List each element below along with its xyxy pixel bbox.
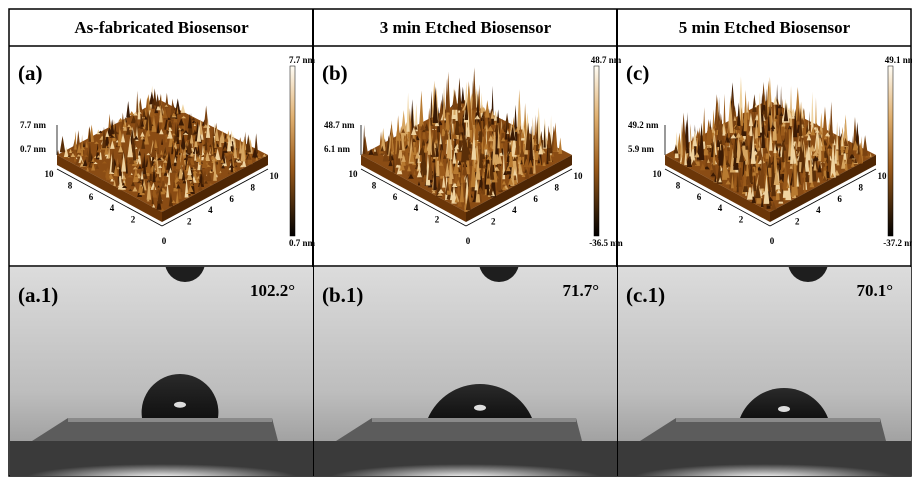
axis-tick: 4 [208,205,213,215]
colorbar [594,66,599,236]
spike [485,100,490,118]
axis-tick: 6 [229,194,234,204]
axis-tick: 10 [270,171,280,181]
axis-tick: 2 [795,217,800,227]
colorbar-min: -37.2 nm [883,238,912,248]
spike [126,101,130,117]
spike [461,87,464,104]
axis-tick: 2 [435,215,440,225]
panel-label: (a.1) [18,283,58,307]
spike [129,111,134,115]
colorbar [888,66,893,236]
axis-tick: 8 [251,182,256,192]
spike [457,77,461,110]
spike [829,102,833,143]
figure: As-fabricated Biosensor (a) 7.7 nm 0.7 nm 7.… [0,0,912,480]
spike [407,93,410,132]
substrate-top [676,418,880,422]
spike [156,94,160,107]
panel-label: (a) [18,61,43,85]
spike [494,110,497,121]
substrate-top [372,418,576,422]
spike [108,114,110,128]
colorbar-max: 49.1 nm [885,55,912,65]
axis-tick: 6 [393,192,398,202]
spike [419,91,423,127]
axis-tick: 4 [110,203,115,213]
spike [862,135,868,156]
spike [558,138,562,154]
column-header: 3 min Etched Biosensor [380,18,552,37]
contact-photo [314,242,617,480]
axis-tick: 6 [89,192,94,202]
drop-highlight [474,405,486,411]
axis-tick: 10 [574,171,584,181]
axis-tick: 2 [187,217,192,227]
axis-tick: 4 [512,205,517,215]
spike [60,136,65,152]
z-label-upper: 7.7 nm [20,120,47,130]
colorbar-min: 0.7 nm [289,238,316,248]
contact-angle: 70.1° [856,281,893,300]
axis-tick: 8 [676,180,681,190]
contact-photo [10,242,313,480]
axis-tick: 10 [349,169,359,179]
pendant-drop [165,242,205,282]
spike [517,89,521,130]
axis-tick: 10 [653,169,663,179]
axis-tick: 6 [533,194,538,204]
axis-tick: 6 [837,194,842,204]
axis-tick: 0 [770,236,775,246]
axis-tick: 8 [68,180,73,190]
axis-tick: 6 [697,192,702,202]
axis-tick: 2 [739,215,744,225]
z-label-lower: 6.1 nm [324,144,351,154]
axis-tick: 0 [466,236,471,246]
contact-angle: 102.2° [250,281,295,300]
axis-tick: 10 [45,169,55,179]
axis-tick: 8 [372,180,377,190]
z-label-upper: 48.7 nm [324,120,355,130]
drop-highlight [778,406,790,412]
axis-tick: 4 [718,203,723,213]
panel-label: (b) [322,61,348,85]
spike [136,91,138,113]
colorbar-min: -36.5 nm [589,238,623,248]
substrate-top [68,418,272,422]
contact-angle: 71.7° [562,281,599,300]
axis-tick: 10 [878,171,888,181]
spike [181,104,186,113]
z-label-lower: 5.9 nm [628,144,655,154]
drop-highlight [174,402,186,408]
column-header: 5 min Etched Biosensor [679,18,851,37]
axis-tick: 8 [859,182,864,192]
spike [811,92,814,133]
axis-tick: 2 [131,215,136,225]
colorbar [290,66,295,236]
axis-tick: 0 [162,236,167,246]
contact-photo [618,242,911,480]
colorbar-max: 7.7 nm [289,55,316,65]
pendant-drop [479,242,519,282]
spike [452,90,458,110]
panel-label: (c.1) [626,283,665,307]
spike [74,131,77,150]
z-label-upper: 49.2 nm [628,120,659,130]
axis-tick: 2 [491,217,496,227]
colorbar-max: 48.7 nm [591,55,622,65]
axis-tick: 4 [816,205,821,215]
spike [790,86,793,127]
axis-tick: 8 [555,182,560,192]
spike [752,94,756,112]
panel-label: (b.1) [322,283,363,307]
spike [739,77,743,118]
spike [497,109,500,122]
column-header: As-fabricated Biosensor [74,18,249,37]
pendant-drop [788,242,828,282]
axis-tick: 4 [414,203,419,213]
panel-label: (c) [626,61,649,85]
spike [491,86,494,125]
z-label-lower: 0.7 nm [20,144,47,154]
